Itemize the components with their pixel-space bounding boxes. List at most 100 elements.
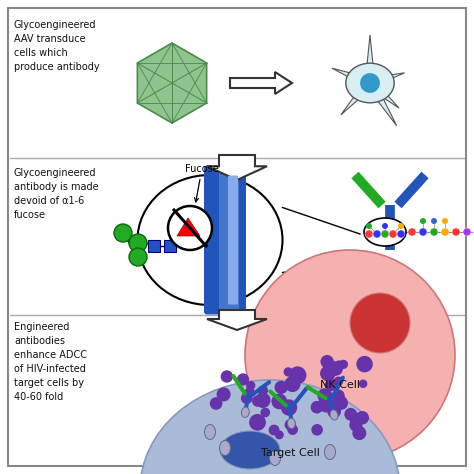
Circle shape (366, 223, 372, 229)
Circle shape (237, 374, 249, 385)
Polygon shape (230, 72, 292, 94)
Circle shape (359, 380, 367, 388)
Circle shape (252, 395, 264, 407)
Polygon shape (367, 79, 399, 108)
Circle shape (332, 390, 345, 402)
Ellipse shape (270, 450, 281, 465)
Ellipse shape (140, 380, 400, 474)
Circle shape (356, 356, 373, 373)
Ellipse shape (241, 407, 249, 418)
Circle shape (350, 413, 362, 425)
Circle shape (431, 218, 437, 224)
Circle shape (274, 381, 288, 394)
Circle shape (325, 378, 337, 391)
Circle shape (349, 419, 363, 432)
Polygon shape (207, 310, 267, 330)
Circle shape (210, 397, 222, 410)
Circle shape (352, 426, 366, 440)
Circle shape (335, 360, 343, 369)
Ellipse shape (325, 445, 336, 459)
Circle shape (269, 425, 280, 436)
Circle shape (328, 361, 343, 376)
Circle shape (320, 365, 336, 381)
Text: Target Cell: Target Cell (261, 448, 319, 458)
Ellipse shape (346, 63, 394, 103)
Circle shape (334, 396, 348, 410)
Circle shape (339, 360, 348, 369)
Circle shape (408, 228, 416, 236)
Ellipse shape (287, 418, 295, 428)
Circle shape (365, 230, 373, 238)
Polygon shape (366, 81, 397, 126)
Polygon shape (369, 73, 404, 88)
FancyBboxPatch shape (219, 166, 239, 313)
Polygon shape (332, 68, 372, 88)
Ellipse shape (204, 425, 216, 439)
Circle shape (389, 230, 397, 238)
Circle shape (245, 250, 455, 460)
Circle shape (284, 376, 301, 392)
Circle shape (287, 424, 298, 435)
Circle shape (255, 392, 271, 408)
Polygon shape (341, 80, 374, 115)
Circle shape (114, 224, 132, 242)
Circle shape (334, 376, 343, 386)
Circle shape (245, 387, 255, 397)
Circle shape (283, 367, 293, 376)
Circle shape (398, 223, 404, 229)
Bar (164, 240, 176, 252)
Circle shape (318, 388, 332, 403)
Circle shape (275, 430, 284, 439)
Circle shape (430, 228, 438, 236)
Circle shape (281, 400, 297, 416)
FancyBboxPatch shape (228, 175, 238, 304)
Circle shape (441, 228, 449, 236)
Ellipse shape (219, 440, 230, 456)
Circle shape (311, 424, 323, 436)
Circle shape (168, 206, 212, 250)
Circle shape (217, 387, 231, 401)
Circle shape (373, 230, 381, 238)
Circle shape (419, 228, 427, 236)
Circle shape (442, 218, 448, 224)
Circle shape (327, 405, 341, 419)
Circle shape (258, 385, 268, 396)
Circle shape (310, 401, 323, 413)
Text: Engineered
antibodies
enhance ADCC
of HIV-infected
target cells by
40-60 fold: Engineered antibodies enhance ADCC of HI… (14, 322, 87, 402)
Circle shape (289, 366, 306, 384)
Polygon shape (207, 155, 267, 180)
Text: Fucose: Fucose (185, 164, 219, 202)
Circle shape (318, 395, 335, 412)
Polygon shape (137, 43, 207, 123)
Circle shape (220, 370, 233, 383)
Circle shape (260, 408, 270, 417)
Circle shape (360, 73, 380, 93)
Circle shape (381, 230, 389, 238)
Text: NK Cell: NK Cell (320, 380, 360, 390)
Circle shape (246, 381, 255, 390)
Text: Glycoengineered
AAV transduce
cells which
produce antibody: Glycoengineered AAV transduce cells whic… (14, 20, 100, 72)
Circle shape (420, 218, 426, 224)
Circle shape (241, 392, 253, 404)
Text: Glycoengineered
antibody is made
devoid of α1-6
fucose: Glycoengineered antibody is made devoid … (14, 168, 99, 220)
Ellipse shape (220, 431, 280, 469)
Polygon shape (177, 218, 200, 236)
Circle shape (350, 414, 362, 427)
Circle shape (463, 228, 471, 236)
FancyBboxPatch shape (204, 165, 246, 315)
Ellipse shape (364, 218, 406, 246)
Circle shape (272, 393, 287, 409)
Polygon shape (365, 35, 375, 83)
Circle shape (382, 223, 388, 229)
Circle shape (320, 355, 334, 368)
Bar (148, 240, 160, 252)
Circle shape (452, 228, 460, 236)
Circle shape (249, 414, 266, 431)
Circle shape (397, 230, 405, 238)
Circle shape (284, 419, 296, 430)
Circle shape (332, 366, 340, 375)
Circle shape (344, 408, 357, 420)
Circle shape (129, 234, 147, 252)
Circle shape (129, 248, 147, 266)
Ellipse shape (137, 175, 283, 305)
